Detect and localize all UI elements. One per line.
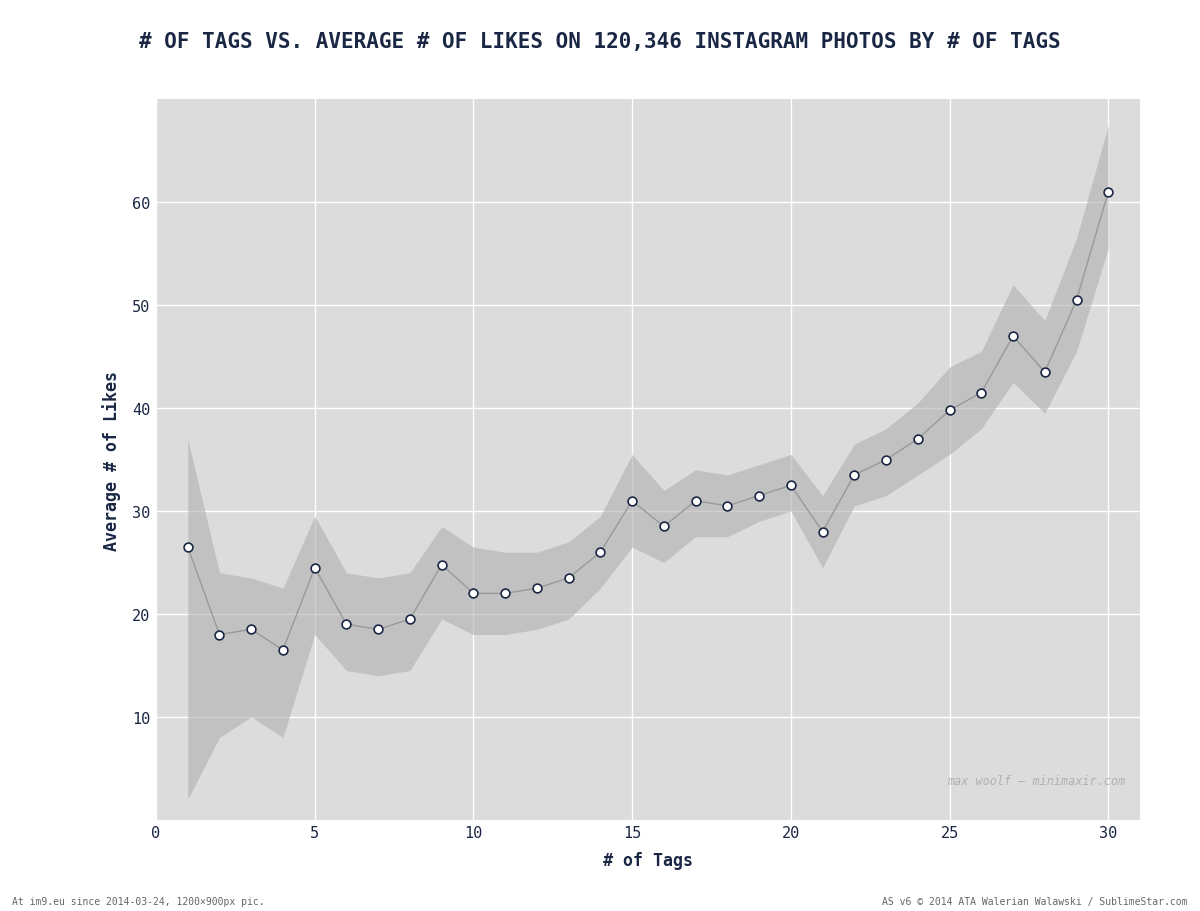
Point [210, 628, 229, 642]
Point [590, 546, 610, 560]
Point [1003, 330, 1022, 344]
Point [464, 587, 484, 601]
Point [274, 643, 293, 658]
Point [337, 618, 356, 632]
Point [305, 560, 324, 576]
Point [686, 494, 706, 508]
Point [908, 432, 928, 446]
Point [940, 404, 959, 418]
Text: At im9.eu since 2014-03-24, 1200×900px pic.: At im9.eu since 2014-03-24, 1200×900px p… [12, 896, 265, 906]
Point [750, 488, 769, 503]
Text: # OF TAGS VS. AVERAGE # OF LIKES ON 120,346 INSTAGRAM PHOTOS BY # OF TAGS: # OF TAGS VS. AVERAGE # OF LIKES ON 120,… [139, 32, 1061, 52]
Point [845, 468, 864, 483]
Point [368, 622, 388, 637]
Point [812, 525, 832, 539]
Point [654, 519, 673, 534]
Point [876, 453, 895, 467]
Point [527, 581, 546, 596]
Text: AS v6 © 2014 ATA Walerian Walawski / SublimeStar.com: AS v6 © 2014 ATA Walerian Walawski / Sub… [882, 896, 1188, 906]
Point [241, 622, 260, 637]
Point [432, 558, 451, 572]
Text: max woolf — minimaxir.com: max woolf — minimaxir.com [947, 774, 1126, 787]
Point [178, 540, 197, 555]
Point [401, 612, 420, 627]
Point [1099, 186, 1118, 200]
Y-axis label: Average # of Likes: Average # of Likes [102, 370, 121, 550]
Point [972, 386, 991, 401]
Point [1067, 293, 1086, 308]
X-axis label: # of Tags: # of Tags [604, 852, 694, 869]
Point [496, 587, 515, 601]
Point [559, 571, 578, 586]
Point [1036, 365, 1055, 380]
Point [718, 499, 737, 514]
Point [623, 494, 642, 508]
Point [781, 478, 800, 493]
